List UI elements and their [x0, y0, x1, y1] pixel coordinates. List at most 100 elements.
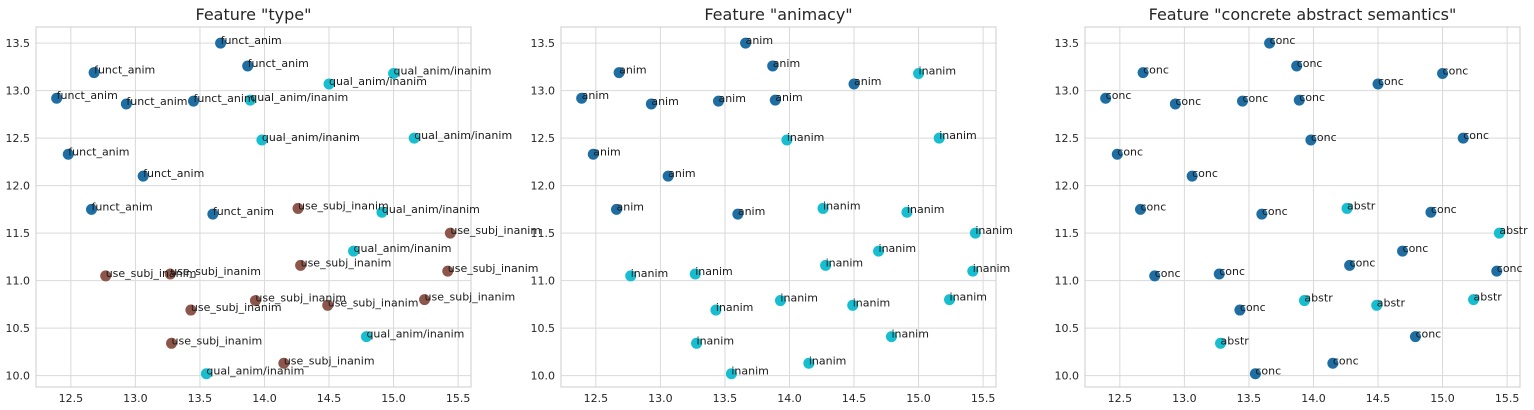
data-point-label: conc: [1443, 65, 1469, 78]
x-tick-label: 13.0: [1172, 392, 1197, 405]
data-point: [166, 337, 178, 349]
y-tick-label: 11.5: [1055, 227, 1080, 240]
data-point: [662, 170, 674, 182]
data-point: [1186, 170, 1198, 182]
data-point-label: conc: [1350, 256, 1376, 269]
plot-area: [1085, 27, 1520, 387]
data-point: [1437, 68, 1449, 80]
data-point-label: funct_anim: [143, 167, 204, 180]
data-point: [820, 259, 832, 271]
y-tick-label: 13.5: [531, 37, 556, 50]
data-point-label: conc: [1240, 301, 1266, 314]
x-tick-label: 15.5: [446, 392, 471, 405]
points-layer: [576, 37, 981, 380]
data-point-label: inanim: [973, 262, 1011, 275]
data-point: [1409, 331, 1421, 343]
data-point-label: anim: [593, 145, 620, 158]
y-tick-label: 11.5: [531, 227, 556, 240]
y-tick-label: 12.0: [1055, 180, 1080, 193]
data-point-label: inanim: [919, 65, 957, 78]
data-point: [611, 203, 623, 215]
data-point-label: use_subj_inanim: [448, 262, 539, 275]
data-point: [444, 227, 456, 239]
data-point: [576, 92, 588, 104]
data-point-label: use_subj_inanim: [284, 354, 375, 367]
chart-title: Feature "type": [195, 5, 311, 24]
chart-title: Feature "concrete abstract semantics": [1149, 5, 1457, 24]
data-point-label: use_subj_inanim: [191, 301, 282, 314]
data-point: [691, 337, 703, 349]
data-point-label: abstr: [1377, 296, 1406, 309]
y-tick-label: 10.5: [6, 322, 31, 335]
data-point-label: inanim: [975, 224, 1013, 237]
x-tick-label: 13.0: [123, 392, 148, 405]
data-point: [1468, 294, 1480, 306]
data-point-label: conc: [1155, 267, 1181, 280]
labels-layer: conc conc conc conc conc conc conc conc conc conc…: [1106, 34, 1528, 378]
data-point: [613, 67, 625, 79]
data-point-label: anim: [775, 91, 802, 104]
plot-frame: [35, 26, 472, 388]
y-tick-label: 13.5: [1055, 37, 1080, 50]
data-point-label: qual_anim/inanim: [394, 65, 492, 78]
data-point-label: anim: [773, 57, 800, 70]
data-point-label: inanim: [787, 131, 825, 144]
data-point-label: conc: [1403, 242, 1429, 255]
data-point: [689, 268, 701, 280]
data-point: [767, 60, 779, 72]
data-point: [933, 132, 945, 144]
data-point-label: qual_anim/inanim: [414, 129, 512, 142]
x-tick-label: 13.0: [648, 392, 673, 405]
data-point: [1327, 357, 1339, 369]
data-point-label: conc: [1219, 265, 1245, 278]
data-point: [1457, 132, 1469, 144]
y-tick-label: 13.0: [1055, 85, 1080, 98]
data-point-label: inanim: [891, 328, 929, 341]
x-tick-label: 13.5: [713, 392, 738, 405]
y-tick-label: 11.0: [1055, 275, 1080, 288]
data-point: [1264, 37, 1276, 49]
data-point: [1491, 265, 1503, 277]
data-point: [1215, 337, 1227, 349]
data-point-label: qual_anim/inanim: [250, 91, 348, 104]
data-point-label: conc: [1106, 89, 1132, 102]
x-tick-label: 15.0: [906, 392, 931, 405]
data-point-label: conc: [1463, 129, 1489, 142]
data-point-label: conc: [1378, 75, 1404, 88]
data-point-label: qual_anim/inanim: [366, 328, 464, 341]
data-point-label: abstr: [1221, 334, 1250, 347]
data-point: [244, 94, 256, 106]
data-point: [1425, 206, 1437, 218]
data-point-label: anim: [854, 75, 881, 88]
data-point: [1372, 78, 1384, 90]
data-point-label: use_subj_inanim: [328, 296, 419, 309]
data-point-label: conc: [1143, 64, 1169, 77]
data-point: [944, 294, 956, 306]
data-point: [1236, 95, 1248, 107]
data-point-label: inanim: [823, 199, 861, 212]
data-point: [1169, 98, 1181, 110]
data-point: [295, 259, 307, 271]
chart-animacy: 12.5 13.0 13.5 14.0 14.5 15.0 15.5 10.0 10.5 11.0…: [531, 5, 1013, 405]
data-point: [376, 206, 388, 218]
data-point: [100, 270, 112, 282]
data-point: [323, 78, 335, 90]
x-tick-label: 15.0: [381, 392, 406, 405]
x-tick-label: 14.0: [1301, 392, 1326, 405]
data-point: [740, 37, 752, 49]
data-point: [137, 170, 149, 182]
data-point-label: inanim: [780, 292, 818, 305]
x-tick-label: 14.0: [252, 392, 277, 405]
data-point: [1305, 134, 1317, 146]
y-tick-label: 13.0: [6, 85, 31, 98]
data-point: [873, 245, 885, 257]
data-point: [885, 331, 897, 343]
y-tick-label: 12.0: [6, 180, 31, 193]
y-tick-label: 11.0: [6, 275, 31, 288]
data-point: [645, 98, 657, 110]
data-point: [442, 265, 454, 277]
data-point-label: abstr: [1474, 291, 1503, 304]
data-point-label: inanim: [697, 334, 735, 347]
data-point: [62, 148, 74, 160]
